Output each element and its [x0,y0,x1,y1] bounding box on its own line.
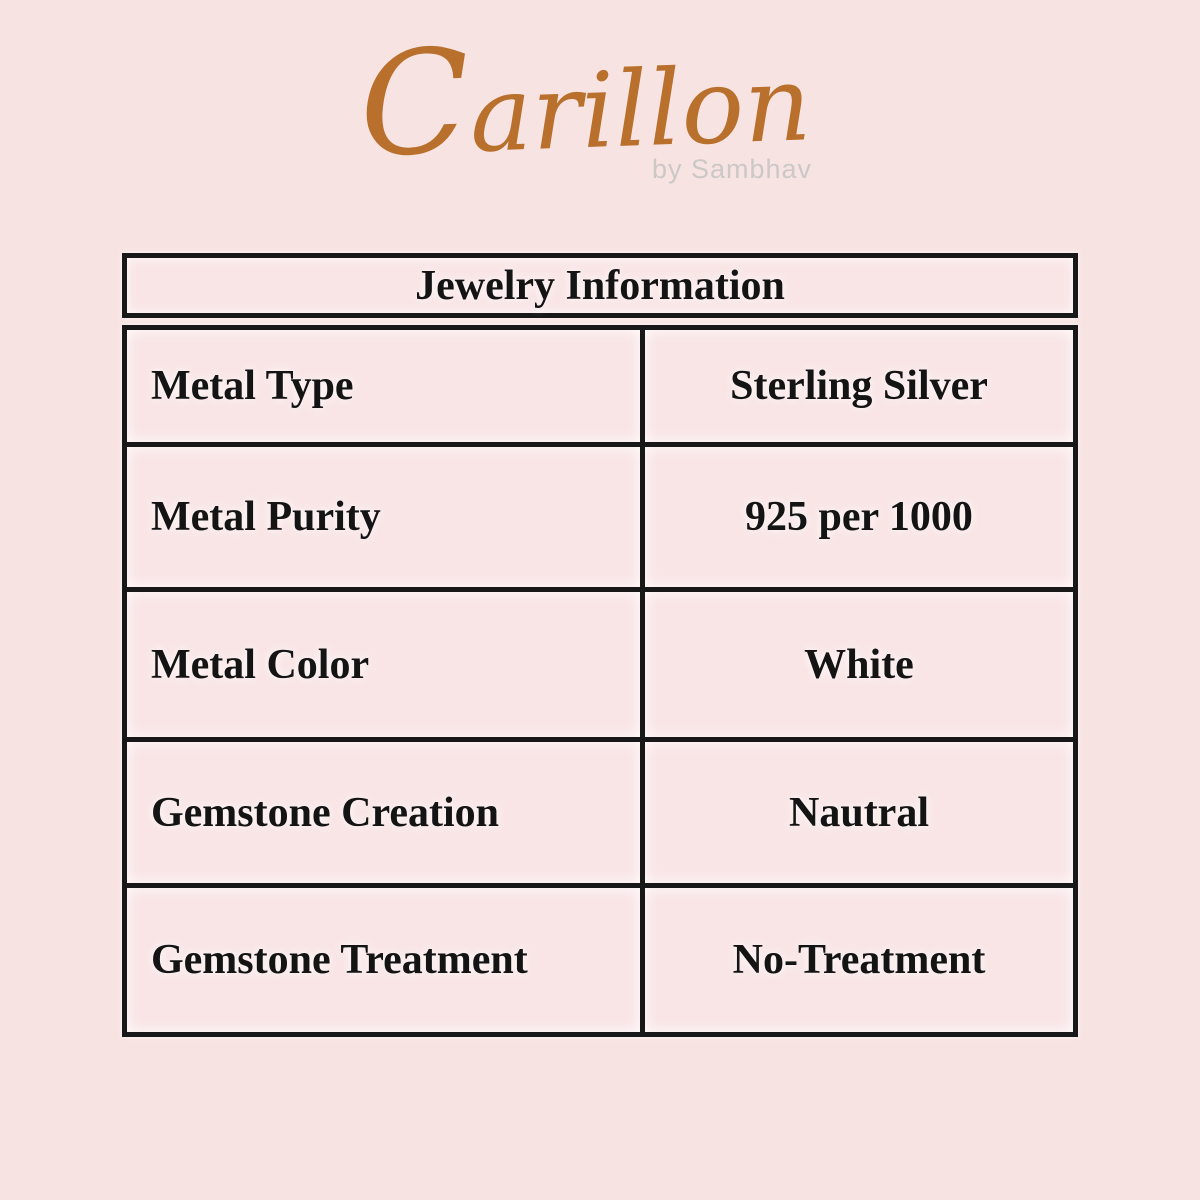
row-value-gemstone-treatment: No-Treatment [645,888,1073,1032]
jewelry-info-table: Metal Type Sterling Silver Metal Purity … [122,325,1078,1037]
row-value-gemstone-creation: Nautral [645,742,1073,888]
row-label-metal-purity: Metal Purity [127,447,645,592]
brand-logo: Carillon by Sambhav [0,12,1200,189]
brand-byline-text: by Sambhav [651,154,813,185]
row-value-metal-purity: 925 per 1000 [645,447,1073,592]
table-title: Jewelry Information [415,262,785,309]
row-value-metal-color: White [645,592,1073,742]
row-label-metal-color: Metal Color [127,592,645,742]
row-label-gemstone-treatment: Gemstone Treatment [127,888,645,1032]
row-label-gemstone-creation: Gemstone Creation [127,742,645,888]
row-label-metal-type: Metal Type [127,330,645,447]
row-value-metal-type: Sterling Silver [645,330,1073,447]
jewelry-info-header: Jewelry Information [122,253,1078,318]
